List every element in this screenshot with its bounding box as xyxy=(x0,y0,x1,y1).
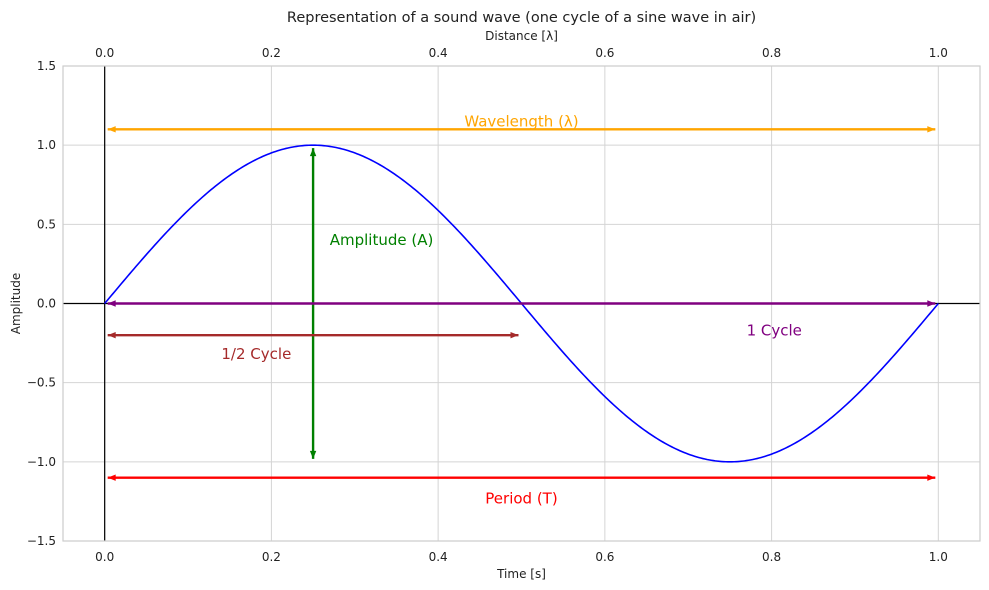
wavelength-arrowhead-start xyxy=(107,126,116,133)
tick-labels: 0.0 0.0 0.2 0.2 0.4 0.4 0.6 0.6 0.8 0.8 1.0 1.0 −1.5… xyxy=(27,46,948,564)
x-tick-label: 0.0 xyxy=(95,550,114,564)
1-2-cycle-arrowhead-end xyxy=(510,331,519,339)
top-x-tick-label: 1.0 xyxy=(929,46,948,60)
top-x-tick-label: 0.8 xyxy=(762,46,781,60)
1-2-cycle-arrowhead-start xyxy=(107,331,116,339)
1-cycle-label: 1 Cycle xyxy=(747,321,802,339)
y-axis-label: Amplitude xyxy=(9,273,23,335)
period-t-arrowhead-end xyxy=(927,474,936,481)
top-x-tick-label: 0.2 xyxy=(262,46,281,60)
x-axis-label: Time [s] xyxy=(496,567,546,581)
x-tick-label: 0.4 xyxy=(429,550,448,564)
y-tick-label: −1.0 xyxy=(27,455,56,469)
top-x-tick-label: 0.0 xyxy=(95,46,114,60)
period-t-label: Period (T) xyxy=(485,489,557,507)
annotation-arrows xyxy=(107,126,936,481)
x-tick-label: 1.0 xyxy=(929,550,948,564)
y-tick-label: 1.5 xyxy=(37,59,56,73)
y-tick-label: 0.0 xyxy=(37,297,56,311)
annotation-labels: Wavelength (λ) Amplitude (A) 1 Cycle 1/2 Cy… xyxy=(221,112,802,507)
chart-title: Representation of a sound wave (one cycl… xyxy=(287,10,756,26)
amplitude-a-arrowhead-end xyxy=(309,148,317,157)
top-x-tick-label: 0.4 xyxy=(429,46,448,60)
1-cycle-arrowhead-start xyxy=(107,300,116,307)
amplitude-a-arrowhead-start xyxy=(309,450,317,459)
x-tick-label: 0.8 xyxy=(762,550,781,564)
amplitude-a-label: Amplitude (A) xyxy=(330,231,434,249)
wavelength-arrowhead-end xyxy=(927,126,936,133)
period-t-arrowhead-start xyxy=(107,474,116,481)
x-tick-label: 0.6 xyxy=(595,550,614,564)
x-tick-label: 0.2 xyxy=(262,550,281,564)
plot-frame xyxy=(62,65,981,542)
y-tick-label: −1.5 xyxy=(27,534,56,548)
1-2-cycle-label: 1/2 Cycle xyxy=(221,345,291,363)
top-x-tick-label: 0.6 xyxy=(595,46,614,60)
1-cycle-arrowhead-end xyxy=(927,300,936,307)
y-tick-label: 1.0 xyxy=(37,138,56,152)
y-tick-label: −0.5 xyxy=(27,376,56,390)
wavelength-label: Wavelength (λ) xyxy=(464,112,578,130)
y-tick-label: 0.5 xyxy=(37,217,56,231)
top-x-axis-label: Distance [λ] xyxy=(485,29,558,43)
